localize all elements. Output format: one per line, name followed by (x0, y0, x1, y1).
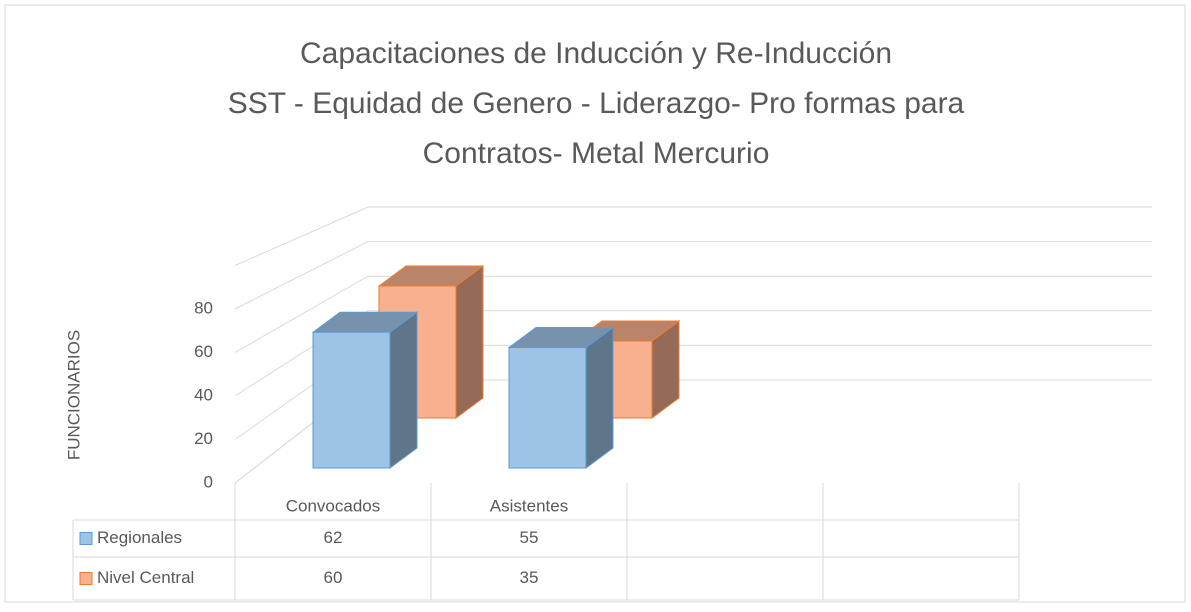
chart-title: Capacitaciones de Inducción y Re-Inducci… (300, 37, 892, 70)
y-axis-label: FUNCIONARIOS (64, 330, 83, 460)
table-value: 60 (324, 568, 343, 587)
bar (311, 311, 419, 469)
grid-line (234, 275, 1152, 353)
bar-face (455, 265, 484, 419)
table-value: 55 (520, 528, 539, 547)
y-tick-label: 40 (194, 385, 213, 404)
legend-swatch (79, 532, 93, 545)
y-tick-label: 60 (194, 342, 213, 361)
legend-label: Regionales (97, 528, 182, 547)
table-value: 62 (324, 528, 343, 547)
chart-frame (4, 4, 1186, 603)
grid-line (234, 310, 1152, 397)
bar-face (508, 347, 587, 469)
bar-face (312, 331, 391, 469)
grid-line (234, 241, 1152, 310)
table-value: 35 (520, 568, 539, 587)
bar (507, 326, 615, 469)
y-tick-label: 20 (194, 429, 213, 448)
y-tick-label: 80 (194, 298, 213, 317)
chart-title: Contratos- Metal Mercurio (423, 137, 770, 170)
y-tick-label: 0 (204, 472, 213, 491)
frame-line (234, 206, 369, 266)
x-tick-label: Convocados (286, 496, 381, 515)
chart-title: SST - Equidad de Genero - Liderazgo- Pro… (228, 87, 965, 120)
bar-face (585, 326, 614, 469)
legend-swatch (79, 572, 93, 585)
x-tick-label: Asistentes (490, 496, 568, 515)
legend-label: Nivel Central (97, 568, 194, 587)
bar-face (389, 311, 418, 469)
